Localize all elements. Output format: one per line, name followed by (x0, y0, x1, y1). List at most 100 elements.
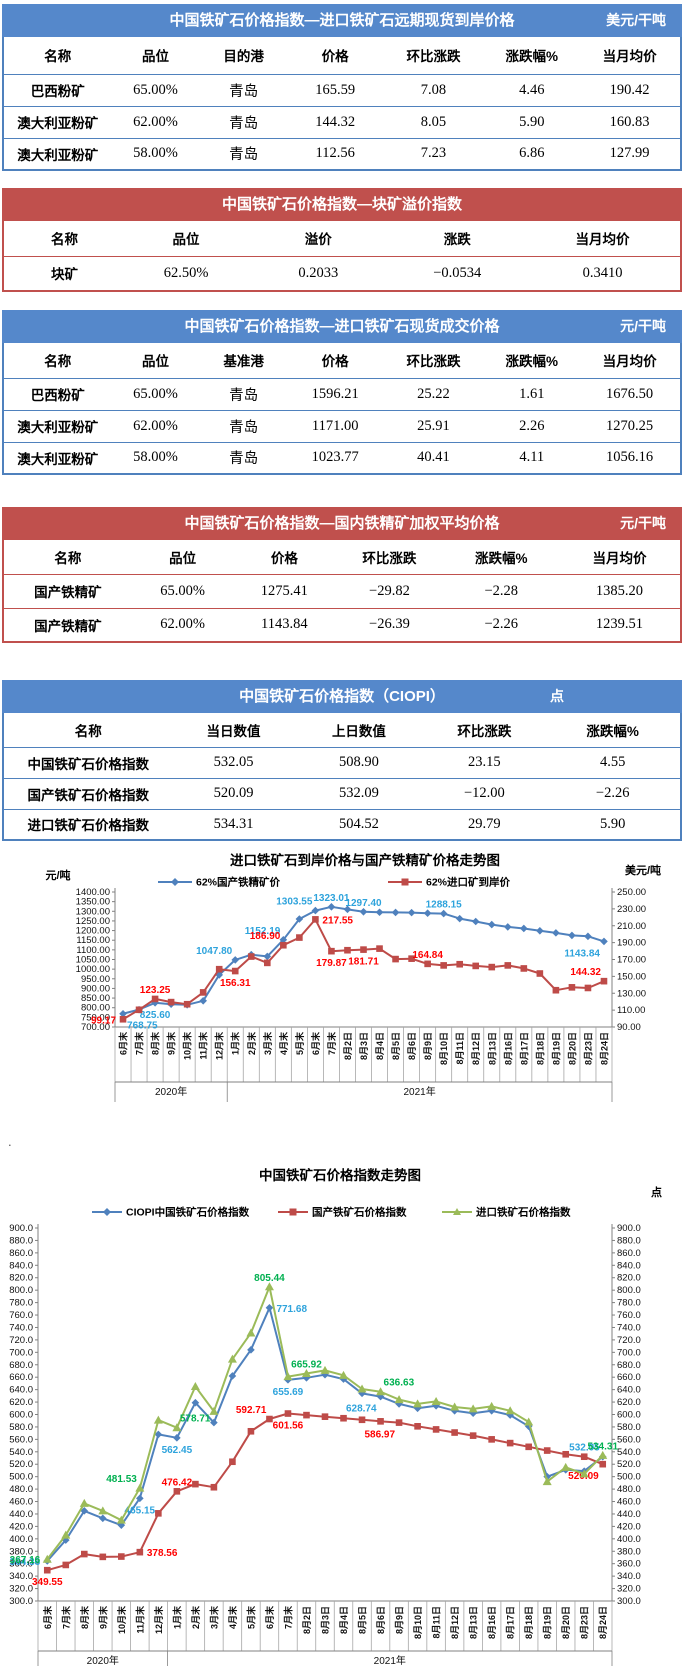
axis-tick-label: 900.0 (617, 1223, 641, 1234)
axis-tick-label: 840.0 (9, 1260, 33, 1271)
x-category-label: 8月10日 (413, 1606, 423, 1639)
data-label: 586.97 (364, 1430, 395, 1441)
column-header: 基准港 (199, 343, 288, 379)
axis-tick-label: 1000.00 (76, 964, 110, 975)
axis-tick-label: 680.0 (617, 1360, 641, 1371)
axis-tick-label: 580.0 (617, 1422, 641, 1433)
chart-unit: 点 (651, 1185, 662, 1199)
row-value: 1143.84 (233, 607, 336, 642)
x-category-label: 2月末 (190, 1605, 201, 1629)
data-label: 1143.84 (564, 948, 600, 959)
x-category-label: 8月3日 (321, 1606, 331, 1634)
row-value: 青岛 (229, 83, 259, 100)
row-name: 中国铁矿石价格指数 (27, 756, 150, 772)
x-category-label: 8月6日 (407, 1032, 417, 1060)
table-row: 国产铁精矿 65.00% 1275.41 −29.82 −2.28 1385.20 (3, 574, 681, 608)
x-category-label: 8月末 (79, 1605, 90, 1629)
row-value: 40.41 (382, 441, 485, 474)
x-category-label: 6月末 (310, 1031, 321, 1055)
table-row: 国产铁矿石价格指数 520.09 532.09 −12.00 −2.26 (3, 777, 681, 809)
table-row: 澳大利亚粉矿 62.00% 青岛 144.32 8.05 5.90 160.83 (3, 105, 681, 138)
row-value: 青岛 (199, 105, 288, 138)
column-header: 涨跌幅% (484, 343, 580, 379)
data-label: 665.92 (291, 1360, 322, 1371)
x-axis-labels: 6月末 7月末 8月末 9月末 10月末 11月末 12月末 1月末 2月末 3月末 4月末 5月末 6… (114, 1027, 613, 1083)
row-value: −12.00 (423, 777, 546, 809)
data-label: 186.90 (250, 931, 281, 942)
x-category-label: 3月末 (208, 1605, 219, 1629)
table-title-bar: 中国铁矿石价格指数（CIOPI） 点 (2, 680, 682, 713)
row-name: 国产铁矿石价格指数 (3, 777, 173, 809)
x-category-label: 8月11日 (455, 1032, 465, 1065)
axis-tick-label: 800.0 (617, 1285, 641, 1296)
axis-tick-label: 1200.00 (76, 926, 110, 937)
column-header: 价格 (287, 37, 383, 75)
data-label: 534.31 (587, 1441, 618, 1452)
row-value: −0.0534 (433, 264, 482, 281)
data-label: 532.05 (569, 1443, 600, 1454)
chart-title: 中国铁矿石价格指数走势图 (259, 1167, 421, 1183)
axis-tick-label: 750.00 (81, 1012, 110, 1023)
axis-tick-label: 110.00 (617, 1005, 645, 1016)
row-value: 532.09 (294, 777, 424, 809)
row-value: 6.86 (484, 137, 580, 170)
data-label: 592.71 (236, 1405, 267, 1416)
axis-tick-label: 680.0 (9, 1360, 33, 1371)
data-label: 805.44 (254, 1273, 285, 1284)
axis-tick-label: 560.0 (9, 1434, 33, 1445)
data-label: 1288.15 (426, 900, 463, 911)
x-category-label: 9月末 (166, 1031, 177, 1055)
axis-tick-label: 1100.00 (76, 945, 110, 956)
axis-tick-label: 520.0 (617, 1459, 641, 1470)
data-label: 476.42 (162, 1477, 193, 1488)
axis-tick-label: 420.0 (617, 1521, 641, 1532)
axis-tick-label: 800.0 (9, 1285, 33, 1296)
axis-tick-label: 300.0 (617, 1596, 641, 1607)
table-header-row: 名称 品位 目的港 价格 环比涨跌 涨跌幅% 当月均价 (3, 37, 681, 75)
row-name: 巴西粉矿 (30, 84, 85, 99)
column-header: 当月均价 (579, 37, 681, 75)
row-value: 1056.16 (579, 441, 681, 474)
data-label: 825.60 (140, 1010, 171, 1021)
table-unit: 元/干吨 (620, 515, 666, 531)
row-value: 1270.25 (579, 409, 681, 442)
x-category-label: 5月末 (294, 1031, 305, 1055)
axis-tick-label: 620.0 (9, 1397, 33, 1408)
data-label: 217.55 (322, 915, 353, 926)
axis-tick-label: 1350.00 (76, 897, 110, 908)
x-category-label: 8月19日 (551, 1032, 561, 1065)
x-category-label: 8月17日 (519, 1032, 529, 1065)
row-value: −26.39 (335, 607, 444, 642)
axis-tick-label: 1250.00 (76, 916, 110, 927)
x-category-label: 8月9日 (423, 1032, 433, 1060)
row-value: 62.00% (131, 607, 234, 642)
row-value: 1596.21 (311, 385, 359, 402)
axis-tick-label: 820.0 (617, 1273, 641, 1284)
x-category-label: 8月23日 (580, 1606, 590, 1639)
table-title: 中国铁矿石价格指数—国内铁精矿加权平均价格 (184, 515, 500, 532)
axis-tick-label: 480.0 (9, 1484, 33, 1495)
row-name: 澳大利亚粉矿 (3, 441, 112, 474)
chart-title: 进口铁矿石到岸价格与国产铁精矿价格走势图 (230, 852, 500, 868)
column-header: 品位 (111, 37, 200, 75)
row-value: 7.08 (420, 81, 447, 98)
row-name: 巴西粉矿 (30, 388, 85, 403)
row-value: 144.32 (287, 105, 383, 138)
axis-tick-label: 360.0 (617, 1559, 641, 1570)
data-label: 164.84 (412, 950, 443, 961)
x-category-label: 8月23日 (583, 1032, 593, 1065)
axis-tick-label: 380.0 (9, 1546, 33, 1557)
row-value: 1676.50 (606, 385, 654, 402)
axis-tick-label: 600.0 (9, 1410, 33, 1421)
column-header: 涨跌幅% (443, 540, 559, 575)
row-value: 25.22 (417, 385, 450, 402)
column-header: 目的港 (199, 37, 288, 75)
x-category-label: 9月末 (97, 1605, 108, 1629)
row-value: 1171.00 (287, 409, 383, 442)
table-row: 澳大利亚粉矿 62.00% 青岛 1171.00 25.91 2.26 1270.25 (3, 409, 681, 442)
axis-tick-label: 700.0 (9, 1347, 33, 1358)
year-group-label: 2021年 (403, 1085, 435, 1098)
axis-tick-label: 860.0 (9, 1248, 33, 1259)
x-category-label: 8月9日 (395, 1606, 405, 1634)
